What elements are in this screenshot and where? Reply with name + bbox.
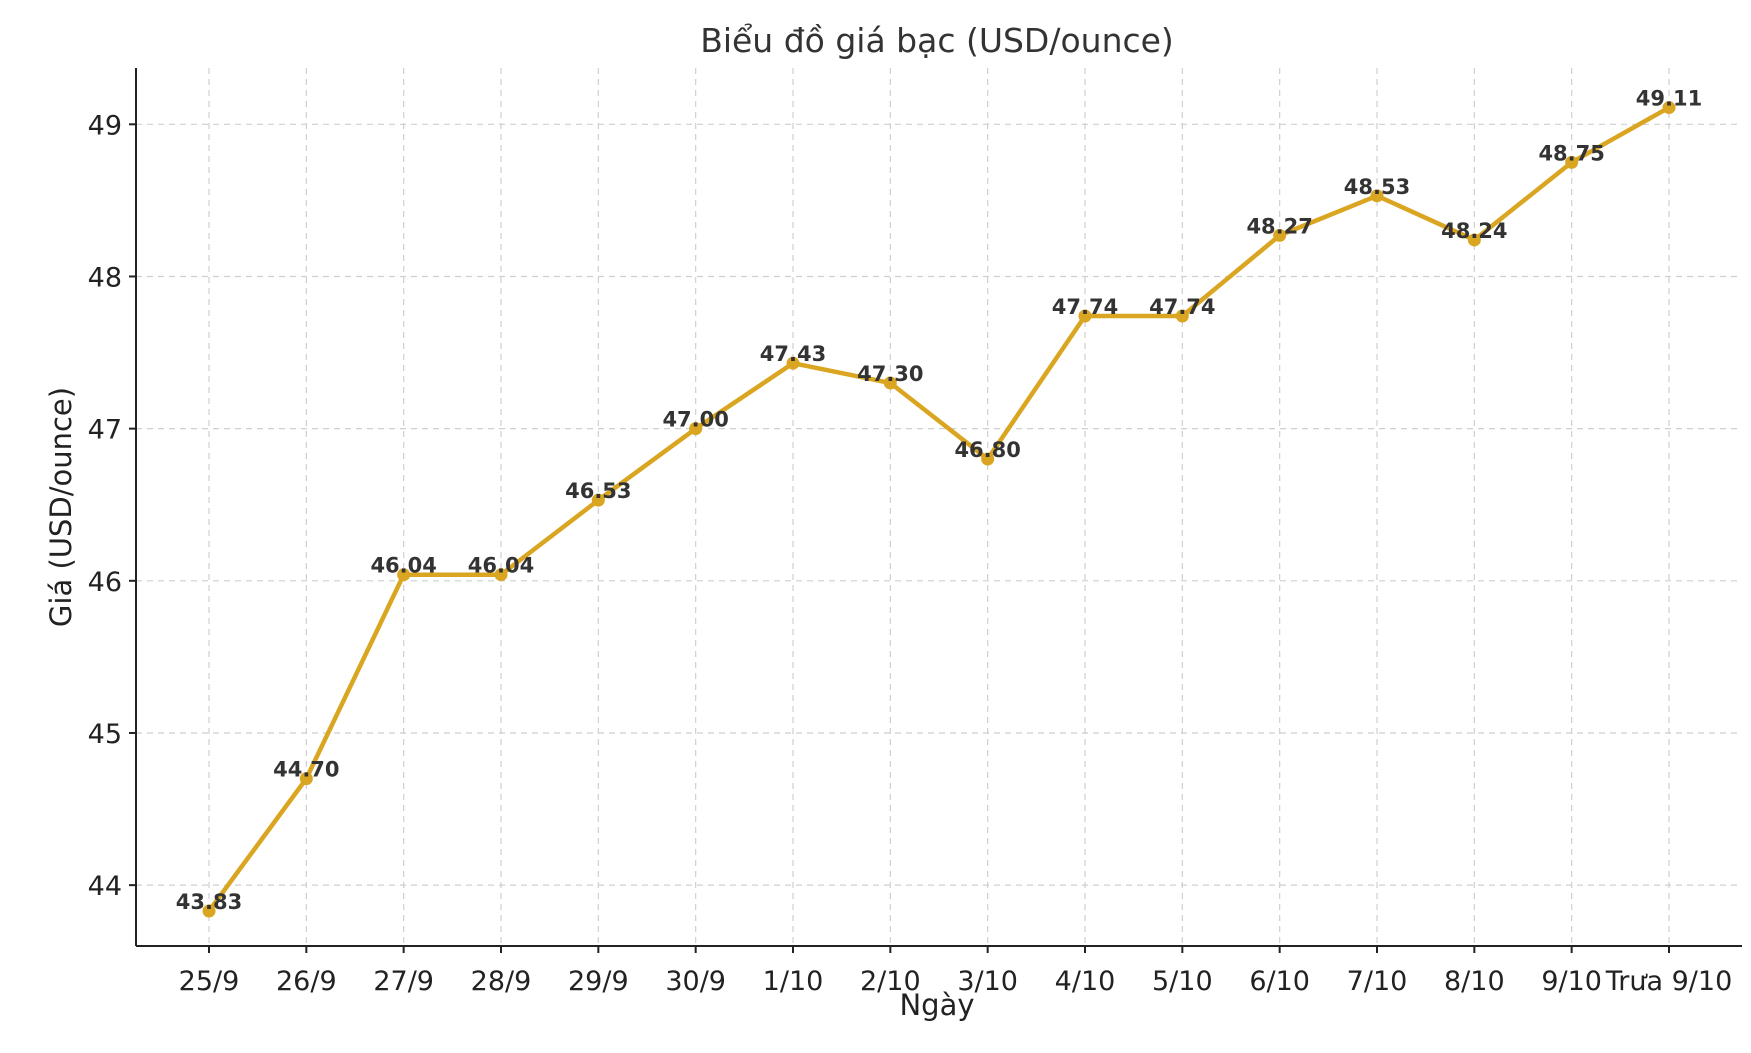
x-tick-label: 29/9 [568,966,629,997]
y-tick-label: 48 [88,262,122,293]
x-tick-label: 9/10 [1541,966,1602,997]
data-label: 48.24 [1441,219,1507,243]
data-label: 47.43 [760,342,826,366]
data-label: 46.04 [468,554,534,578]
data-point [202,904,216,918]
x-tick-label: 3/10 [957,966,1018,997]
x-tick-label: 4/10 [1055,966,1116,997]
data-label: 46.53 [565,479,631,503]
series-group [202,101,1676,918]
x-tick-label: 2/10 [860,966,921,997]
data-point [1175,309,1189,323]
x-tick-label: 5/10 [1152,966,1213,997]
x-tick-label: 25/9 [179,966,240,997]
data-label: 43.83 [176,890,242,914]
data-point [397,568,411,582]
data-point [591,493,605,507]
data-point [494,568,508,582]
data-labels: 43.83 44.70 46.04 46.04 46.53 47.00 47.43 47.30… [176,87,1702,914]
x-axis-label: Ngày [899,988,974,1022]
x-tick-label: 30/9 [665,966,726,997]
y-axis-label: Giá (USD/ounce) [44,387,78,627]
x-tick-label: Trưa 9/10 [1605,966,1733,997]
data-label: 49.11 [1636,87,1702,111]
tick-labels: 25/9 26/9 27/9 28/9 29/9 30/9 1/10 2/10 3/10 4/10… [88,110,1733,997]
data-label: 44.70 [273,758,339,782]
y-tick-label: 44 [88,871,122,902]
y-tick-label: 45 [88,719,122,750]
data-label: 46.04 [370,554,436,578]
y-tick-label: 46 [88,567,122,598]
data-point [883,376,897,390]
x-tick-label: 1/10 [763,966,824,997]
x-tick-label: 7/10 [1347,966,1408,997]
series-line [206,105,1672,914]
y-tick-label: 49 [88,110,122,141]
data-label: 48.75 [1538,141,1604,165]
data-point [1273,228,1287,242]
data-point [1078,309,1092,323]
data-label: 47.74 [1149,295,1215,319]
data-label: 47.00 [662,408,728,432]
data-point [786,356,800,370]
chart-title: Biểu đồ giá bạc (USD/ounce) [700,21,1174,60]
axes [129,68,1742,953]
data-point [1370,189,1384,203]
data-label: 48.27 [1246,214,1312,238]
x-tick-label: 27/9 [373,966,434,997]
data-point [689,422,703,436]
grid [136,68,1742,946]
x-tick-label: 28/9 [471,966,532,997]
data-label: 47.30 [857,362,923,386]
x-tick-label: 26/9 [276,966,337,997]
y-tick-label: 47 [88,415,122,446]
data-label: 47.74 [1052,295,1118,319]
data-point [1467,233,1481,247]
data-point [1565,155,1579,169]
data-point [1662,101,1676,115]
data-point [981,452,995,466]
data-point [299,772,313,786]
data-label: 46.80 [954,438,1020,462]
data-label: 48.53 [1344,175,1410,199]
x-tick-label: 6/10 [1249,966,1310,997]
x-tick-label: 8/10 [1444,966,1505,997]
